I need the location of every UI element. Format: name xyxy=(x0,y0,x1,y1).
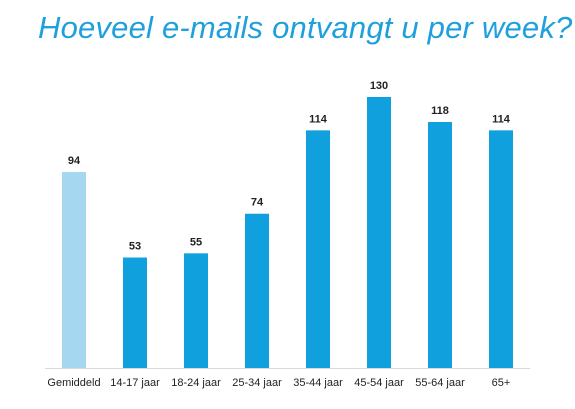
bar-35-44-jaar xyxy=(306,130,330,368)
bars-group xyxy=(62,97,513,368)
bar-65 xyxy=(489,130,513,368)
bar-55-64-jaar xyxy=(428,122,452,368)
bar-value-label: 114 xyxy=(309,113,328,125)
category-label: 45-54 jaar xyxy=(354,377,404,389)
bar-gemiddeld xyxy=(62,172,86,368)
bar-value-label: 55 xyxy=(190,236,202,248)
bar-value-label: 53 xyxy=(129,241,141,253)
category-label: 35-44 jaar xyxy=(293,377,343,389)
category-label: 18-24 jaar xyxy=(171,377,221,389)
bar-value-label: 114 xyxy=(492,113,511,125)
category-label: Gemiddeld xyxy=(47,377,100,389)
bar-value-label: 74 xyxy=(251,197,264,209)
bar-18-24-jaar xyxy=(184,253,208,368)
category-label: 25-34 jaar xyxy=(232,377,282,389)
category-label: 65+ xyxy=(492,377,511,389)
bar-25-34-jaar xyxy=(245,213,269,368)
bar-value-label: 94 xyxy=(68,155,81,167)
bar-14-17-jaar xyxy=(123,257,147,368)
bar-45-54-jaar xyxy=(367,97,391,368)
category-label: 55-64 jaar xyxy=(415,377,465,389)
bar-value-label: 130 xyxy=(370,80,388,92)
labels-group: 94 Gemiddeld 53 14-17 jaar 55 18-24 jaar 74 25-… xyxy=(47,80,510,389)
bar-value-label: 118 xyxy=(431,105,449,117)
category-label: 14-17 jaar xyxy=(110,377,160,389)
chart-title: Hoeveel e-mails ontvangt u per week? xyxy=(38,10,573,45)
